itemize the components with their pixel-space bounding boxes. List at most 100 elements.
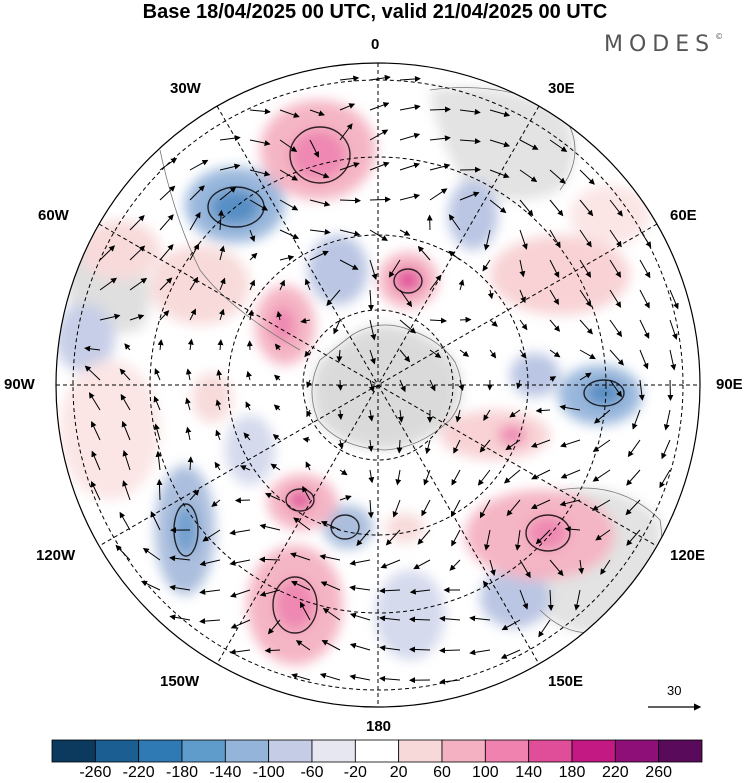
wind-vector <box>199 559 221 567</box>
wind-vector <box>367 499 374 519</box>
wind-vector <box>150 511 161 531</box>
lon-label-60e: 60E <box>670 207 697 224</box>
wind-vector <box>279 169 299 181</box>
wind-vector <box>639 259 651 279</box>
wind-vector <box>579 199 594 217</box>
lon-label-90w: 90W <box>4 376 35 393</box>
wind-vector <box>388 259 401 278</box>
wind-vector <box>379 645 401 652</box>
wind-vector <box>339 162 360 171</box>
wind-vector <box>155 450 162 471</box>
wind-vector <box>309 228 331 235</box>
wind-vector <box>249 108 271 115</box>
wind-vector <box>450 499 461 518</box>
wind-vector <box>459 138 481 145</box>
colorbar-swatch <box>528 739 573 763</box>
wind-vector <box>458 279 465 291</box>
wind-vector <box>669 289 679 310</box>
wind-vector <box>247 309 254 321</box>
wind-vector <box>368 409 374 422</box>
wind-vector <box>319 553 341 561</box>
wind-vector <box>219 277 226 291</box>
map-title: Base 18/04/2025 00 UTC, valid 21/04/2025… <box>142 1 608 23</box>
wind-vector <box>609 229 622 248</box>
wind-vector <box>218 308 225 321</box>
wind-vector <box>669 319 678 340</box>
wind-vector <box>339 469 348 476</box>
wind-vector <box>429 379 436 392</box>
colorbar-tick-label: -180 <box>165 764 199 781</box>
wind-vector <box>189 308 196 321</box>
lon-label-180: 180 <box>366 718 392 735</box>
wind-vector <box>306 409 312 418</box>
wind-vector <box>159 244 174 261</box>
wind-vector <box>279 229 300 239</box>
wind-vector <box>369 259 378 281</box>
wind-vector <box>535 407 551 414</box>
wind-vector <box>592 469 611 482</box>
wind-vector <box>189 276 199 291</box>
wind-vector <box>609 349 624 366</box>
wind-vector <box>246 370 252 381</box>
wind-vector <box>369 102 390 111</box>
wind-vector <box>549 376 557 382</box>
wind-vector <box>574 589 581 611</box>
wind-vector <box>669 349 677 371</box>
wind-vector <box>549 349 561 358</box>
wind-vector <box>259 556 281 563</box>
wind-vectors <box>84 74 679 685</box>
wind-vector <box>337 379 344 391</box>
wind-vector <box>369 161 390 171</box>
wind-vector <box>90 480 101 501</box>
wind-vector <box>439 678 461 685</box>
wind-vector <box>519 199 534 217</box>
wind-vector <box>156 479 163 501</box>
wind-vector <box>579 169 595 185</box>
wind-vector <box>305 461 312 471</box>
wind-vector <box>229 529 251 536</box>
wind-vector <box>279 199 299 211</box>
wind-vector <box>399 162 421 171</box>
wind-vector <box>368 469 375 484</box>
wind-vector <box>379 587 401 594</box>
lon-label-150e: 150E <box>548 673 584 690</box>
wind-vector <box>489 559 496 576</box>
wind-vector <box>516 379 522 390</box>
wind-vector <box>519 589 529 610</box>
wind-vector <box>349 585 371 591</box>
wind-vector <box>122 480 131 501</box>
modes-logo: MODES© <box>604 32 723 57</box>
wind-vector <box>451 469 461 486</box>
wind-vector <box>489 169 510 179</box>
wind-vector <box>189 489 200 501</box>
wind-vector <box>519 319 528 331</box>
wind-vector <box>519 559 531 579</box>
wind-vector <box>169 614 191 621</box>
colorbar <box>51 739 703 763</box>
wind-vector <box>639 229 652 248</box>
wind-vector <box>159 214 174 231</box>
wind-vector <box>141 580 161 591</box>
colorbar-tick-label: -260 <box>79 764 112 781</box>
wind-vector <box>218 209 225 231</box>
wind-vector <box>489 199 507 214</box>
wind-vector <box>369 319 377 341</box>
map-boundary <box>55 62 701 708</box>
wind-vector <box>339 197 361 204</box>
colorbar-tick-label: 140 <box>515 764 543 781</box>
wind-vector <box>399 379 406 393</box>
wind-vector <box>115 544 131 561</box>
wind-vector <box>309 139 319 158</box>
wind-vector <box>429 349 442 358</box>
wind-vector <box>349 559 371 566</box>
wind-vector <box>449 559 461 571</box>
wind-vector <box>300 317 311 324</box>
wind-vector <box>489 109 511 118</box>
wind-vector <box>249 169 271 177</box>
wind-vector <box>409 616 431 623</box>
wind-vector <box>153 395 161 411</box>
wind-vector <box>219 245 226 261</box>
wind-vector <box>379 675 401 682</box>
wind-vector <box>451 529 461 547</box>
wind-vector <box>459 349 470 357</box>
